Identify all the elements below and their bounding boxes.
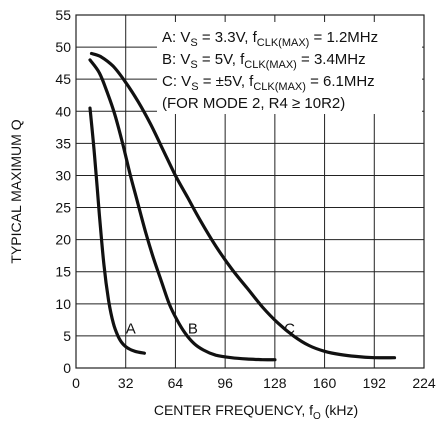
x-axis-label-main: CENTER FREQUENCY, f [154,402,313,418]
y-tick-label: 25 [55,200,71,216]
y-tick-label: 10 [55,296,71,312]
y-tick-label: 0 [63,360,71,376]
legend-subscript: S [190,59,197,71]
x-axis-label-unit: (kHz) [321,402,358,418]
curve-label-a: A [126,320,136,337]
legend-subscript: S [190,37,197,49]
legend-text: A: V [162,29,190,46]
legend-text: = 5V, f [198,51,245,68]
legend-line: (FOR MODE 2, R4 ≥ 10R2) [162,95,345,112]
legend-subscript: CLK(MAX) [253,81,306,93]
x-tick-label: 0 [72,375,80,391]
curve-label-b: B [188,320,198,337]
legend-text: = 6.1MHz [306,73,375,90]
legend-text: = ±5V, f [199,73,255,90]
legend-text: (FOR MODE 2, R4 ≥ 10R2) [162,95,345,112]
x-tick-label: 128 [263,375,287,391]
legend-background [157,22,422,114]
legend-text: = 3.4MHz [297,51,366,68]
legend-text: = 3.3V, f [198,29,258,46]
y-tick-label: 15 [55,264,71,280]
y-tick-label: 5 [63,328,71,344]
curve-label-c: C [284,320,295,337]
curve-b [88,58,277,362]
legend-subscript: CLK(MAX) [244,59,297,71]
x-tick-label: 160 [313,375,337,391]
x-axis-label: CENTER FREQUENCY, fO (kHz) [154,402,358,422]
y-axis-label: TYPICAL MAXIMUM Q [8,119,24,263]
x-tick-label: 32 [118,375,134,391]
curve-a [88,106,146,355]
x-tick-label: 64 [168,375,184,391]
x-tick-label: 96 [217,375,233,391]
legend-text: B: V [162,51,190,68]
y-tick-label: 45 [55,71,71,87]
x-tick-label: 224 [412,375,436,391]
legend-text: = 1.2MHz [309,29,378,46]
legend-text: C: V [162,73,191,90]
tick-labels: 0 32 64 96 128 160 192 224 0 5 10 15 20 25 30 35 40 45 50 5… [55,7,435,391]
y-tick-label: 20 [55,232,71,248]
legend-line: A: VS = 3.3V, fCLK(MAX) = 1.2MHz [162,29,378,49]
legend-line: B: VS = 5V, fCLK(MAX) = 3.4MHz [162,51,366,71]
x-axis-label-subscript: O [313,411,321,422]
plot-frame [75,14,425,369]
x-tick-label: 192 [363,375,387,391]
legend-line: C: VS = ±5V, fCLK(MAX) = 6.1MHz [162,73,375,93]
y-tick-label: 50 [55,39,71,55]
curves [88,51,397,362]
legend-subscript: S [191,81,198,93]
y-tick-label: 55 [55,7,71,23]
series-labels: A B C [126,320,295,337]
curve-c [89,51,397,360]
y-tick-label: 30 [55,167,71,183]
legend-subscript: CLK(MAX) [257,37,310,49]
y-tick-label: 35 [55,135,71,151]
y-tick-label: 40 [55,103,71,119]
